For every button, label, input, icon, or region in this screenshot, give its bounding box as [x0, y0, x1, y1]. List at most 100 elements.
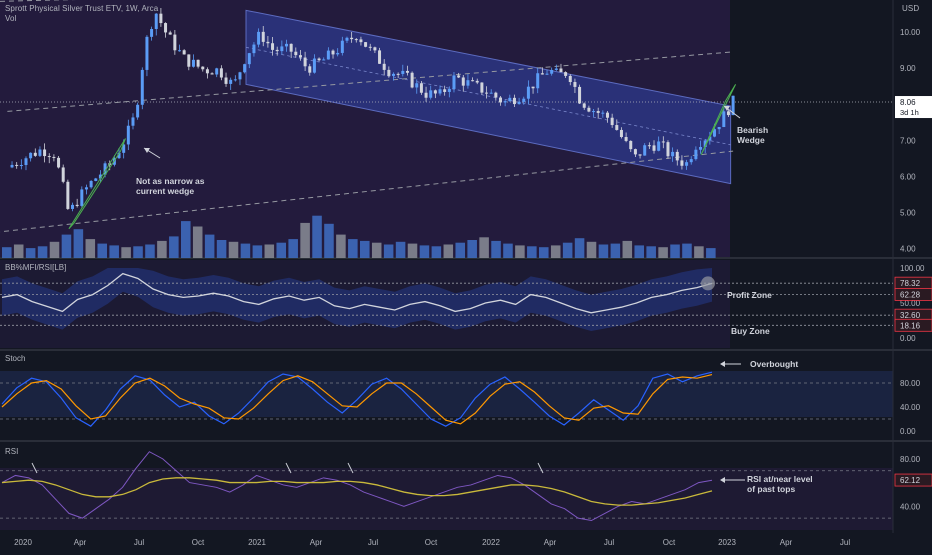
volume-bar [169, 236, 179, 258]
x-axis-label: Apr [544, 538, 557, 547]
candle-body [717, 127, 721, 130]
candle-body [331, 50, 335, 55]
volume-bar [658, 247, 668, 258]
candle-body [159, 13, 163, 24]
rsi-tick-label: 80.00 [900, 455, 921, 464]
candle-body [568, 75, 572, 83]
volume-bar [670, 244, 680, 258]
candle-body [410, 72, 414, 88]
x-axis-label: Oct [192, 538, 205, 547]
volume-bar [550, 245, 561, 258]
candle-body [98, 174, 102, 179]
candle-body [280, 46, 284, 52]
volume-bar [706, 248, 716, 258]
resistance-line [7, 51, 734, 112]
candle-body [447, 88, 451, 92]
candle-body [652, 145, 656, 151]
price-tick-label: 5.00 [900, 209, 916, 218]
profit-zone-label: Profit Zone [727, 290, 772, 300]
candle-body [666, 142, 670, 157]
buy-zone-label: Buy Zone [731, 326, 770, 336]
volume-bar [109, 245, 119, 258]
x-axis-label: Oct [425, 538, 438, 547]
volume-bar [97, 243, 108, 258]
arrowhead [724, 106, 730, 111]
candle-body [703, 140, 707, 147]
x-axis-label: Oct [663, 538, 676, 547]
candle-body [726, 111, 730, 116]
candle-body [438, 89, 442, 94]
candle-body [75, 204, 79, 206]
candle-body [494, 92, 498, 98]
candle-body [531, 86, 535, 89]
candle-body [336, 52, 340, 55]
candle-body [643, 145, 647, 156]
bb-line [1, 272, 713, 314]
volume-bar [515, 245, 525, 258]
candle-body [238, 72, 242, 80]
countdown-label: 3d 1h [900, 108, 919, 117]
candle-body [712, 129, 716, 137]
candle-body [308, 66, 312, 73]
candle-body [219, 68, 223, 78]
symbol-title: Sprott Physical Silver Trust ETV, 1W, Ar… [5, 4, 159, 13]
volume-bar [598, 244, 609, 258]
candle-body [182, 50, 186, 55]
candle-body [340, 40, 344, 53]
x-axis-label: Jul [604, 538, 614, 547]
volume-bar [467, 240, 477, 258]
candle-body [19, 165, 23, 167]
volume-label: Vol [5, 14, 17, 23]
candle-body [647, 145, 651, 147]
candle-body [154, 13, 158, 30]
volume-bar [133, 246, 143, 258]
candle-body [178, 50, 182, 52]
volume-bar [479, 237, 489, 258]
price-tick-label: 7.00 [900, 136, 916, 145]
candle-body [71, 204, 75, 209]
candle-body [596, 111, 600, 113]
candle-body [145, 36, 149, 70]
candle-body [243, 64, 247, 73]
candle-body [117, 152, 121, 159]
candle-body [136, 104, 140, 118]
candle-body [345, 37, 349, 41]
x-axis-label: 2020 [14, 538, 32, 547]
candle-body [24, 158, 28, 166]
candle-body [452, 75, 456, 89]
candle-body [47, 156, 51, 158]
volume-bar [610, 243, 621, 258]
volume-bar [2, 247, 12, 258]
arrowhead [144, 148, 150, 153]
candle-body [605, 112, 609, 118]
candle-body [196, 59, 200, 67]
volume-bar [204, 234, 215, 258]
volume-bar [216, 240, 227, 258]
rsi-top-marker [285, 462, 292, 474]
rsi-line [1, 451, 713, 522]
candle-body [126, 125, 130, 145]
rsi-band-fill [0, 468, 893, 530]
volume-bar [276, 242, 287, 258]
volume-bar [586, 241, 597, 258]
stoch-d-line [1, 374, 713, 425]
volume-bar [228, 241, 239, 258]
arrowhead [720, 477, 725, 483]
rsi-top-marker [537, 462, 544, 474]
candle-body [615, 125, 619, 130]
support-line [0, 150, 734, 233]
candle-body [61, 167, 65, 182]
candle-body [685, 162, 689, 166]
candle-body [322, 59, 326, 61]
stoch-tick-label: 40.00 [900, 403, 921, 412]
candle-body [624, 137, 628, 141]
x-axis-label: Jul [134, 538, 144, 547]
volume-bar [288, 239, 298, 258]
candle-body [564, 72, 568, 76]
candle-body [378, 50, 382, 64]
volume-bar [121, 247, 131, 258]
annotation-bearish-wedge: Bearish [737, 125, 768, 135]
rsi-last-label: 62.12 [900, 476, 921, 485]
